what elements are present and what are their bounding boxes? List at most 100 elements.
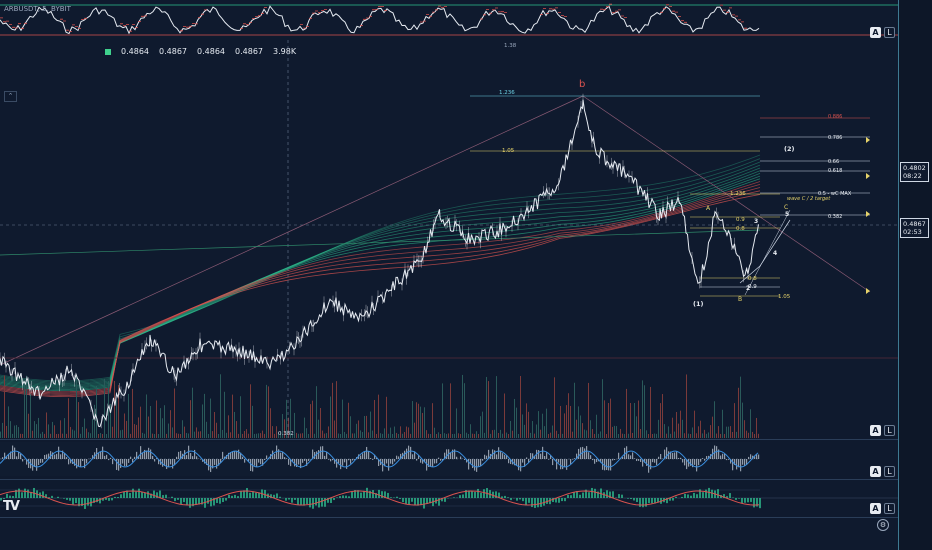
macd-bar [572,459,574,460]
histogram-pane-auto-button[interactable]: A [870,503,881,514]
volume-bar [298,433,299,438]
volume-bar [48,424,49,438]
top-pane-log-button[interactable]: L [884,27,895,38]
macd-bar [476,459,478,472]
macd-bar [60,454,62,459]
volume-bar [410,433,411,438]
macd-bar [588,452,590,459]
macd-bar [396,455,398,459]
histogram-bar [360,492,362,498]
volume-bar [634,402,635,438]
histogram-bar [693,492,695,498]
histogram-bar [258,492,260,498]
main-pane-log-button[interactable]: L [884,425,895,436]
volume-bar [354,433,355,438]
macd-bar [570,459,572,464]
macd-bar [432,459,434,467]
histogram-bar [516,498,518,501]
volume-bar [548,433,549,438]
volume-bar [516,407,517,438]
histogram-bar [612,491,614,498]
ma-ribbon [0,154,761,398]
volume-bar [248,433,249,438]
volume-bar [246,429,247,438]
macd-bar [236,450,238,459]
macd-bar [78,459,80,467]
volume-bar [20,433,21,438]
volume-bar [216,422,217,438]
volume-bar [566,405,567,438]
histogram-bar [207,498,209,504]
macd-bar [430,459,432,467]
macd-bar [210,459,212,473]
volume-bar [382,433,383,438]
volume-bar [388,433,389,438]
volume-bar [514,398,515,438]
volume-bar [18,427,19,438]
top-oscillator-svg [0,3,898,36]
macd-bar [212,459,214,469]
tradingview-logo[interactable]: TV [3,499,20,514]
histogram-bar [579,494,581,498]
histogram-bar [252,491,254,498]
volume-bar [730,426,731,438]
symbol-label: ARBUSDT, 5, BYBIT [4,5,71,13]
volume-bar [546,408,547,438]
histogram-bar [30,491,32,498]
macd-bar [238,449,240,459]
volume-bar [142,432,143,438]
macd-bar [566,459,568,470]
volume-bar [350,416,351,438]
volume-bar [136,424,137,438]
volume-bar [126,420,127,438]
volume-bar [738,387,739,438]
fib-label-1-236-green: 1.236 [730,191,746,197]
wave-label-1: (1) [693,300,703,308]
volume-bar [210,398,211,438]
volume-bar [672,417,673,438]
macd-bar [308,459,310,461]
macd-bar [174,459,176,466]
main-pane-auto-button[interactable]: A [870,425,881,436]
top-pane-auto-button[interactable]: A [870,27,881,38]
macd-bar [220,459,222,463]
histogram-bar [273,494,275,498]
volume-bar [736,431,737,438]
macd-bar [654,459,656,463]
volume-bar [284,419,285,438]
volume-bar [54,425,55,438]
histogram-pane-log-button[interactable]: L [884,503,895,514]
macd-bar [502,453,504,459]
collapse-icon[interactable]: ⌃ [4,91,17,102]
histogram-bar [357,490,359,498]
volume-bar [468,434,469,438]
volume-bar [504,393,505,438]
top-oscillator-pane[interactable]: ARBUSDT, 5, BYBIT [0,0,898,40]
histogram-bar [498,492,500,498]
volume-bar [624,433,625,438]
volume-bar [258,433,259,438]
macd-pane-log-button[interactable]: L [884,466,895,477]
volume-bar [462,374,463,438]
macd-pane[interactable] [0,440,898,478]
macd-bar [748,456,750,459]
histogram-bar [414,498,416,505]
histogram-bar [390,497,392,498]
price-axis[interactable] [898,0,932,550]
volume-bar [130,433,131,438]
histogram-bar [393,497,395,498]
volume-bar [614,425,615,438]
histogram-bar [417,498,419,506]
macd-bar [678,457,680,459]
histogram-bar [285,498,287,501]
volume-bar [206,421,207,438]
histogram-bar [696,494,698,498]
settings-icon[interactable]: ⚙ [877,519,889,531]
main-chart-pane[interactable]: 1.38 1.236 1.05 0.382 0.886 0.786 0.66 0… [0,40,898,438]
volume-bar [278,432,279,438]
macd-pane-auto-button[interactable]: A [870,466,881,477]
volume-bar [662,394,663,438]
histogram-pane[interactable] [0,480,898,516]
volume-bar [6,425,7,438]
macd-bar [638,459,640,461]
